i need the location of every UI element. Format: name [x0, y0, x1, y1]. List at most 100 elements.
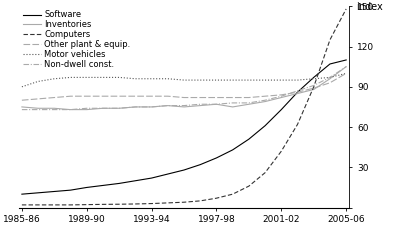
Non-dwell const.	[214, 103, 219, 106]
Computers	[182, 201, 187, 204]
Other plant & equip.	[117, 95, 121, 98]
Inventories	[166, 104, 170, 107]
Computers	[84, 203, 89, 206]
Computers	[166, 202, 170, 204]
Software	[84, 186, 89, 189]
Software	[52, 190, 57, 193]
Computers	[247, 185, 251, 188]
Motor vehicles	[263, 79, 268, 81]
Line: Non-dwell const.: Non-dwell const.	[22, 67, 346, 110]
Other plant & equip.	[166, 95, 170, 98]
Motor vehicles	[279, 79, 284, 81]
Line: Motor vehicles: Motor vehicles	[22, 73, 346, 87]
Motor vehicles	[344, 72, 349, 75]
Line: Software: Software	[22, 60, 346, 194]
Computers	[230, 193, 235, 195]
Computers	[19, 204, 24, 206]
Software	[36, 191, 40, 194]
Inventories	[295, 92, 300, 95]
Other plant & equip.	[198, 96, 202, 99]
Non-dwell const.	[295, 89, 300, 92]
Non-dwell const.	[36, 108, 40, 111]
Software	[214, 157, 219, 159]
Computers	[263, 171, 268, 174]
Other plant & equip.	[149, 95, 154, 98]
Software	[230, 148, 235, 151]
Other plant & equip.	[311, 87, 316, 89]
Inventories	[133, 106, 138, 108]
Non-dwell const.	[230, 101, 235, 104]
Non-dwell const.	[149, 106, 154, 108]
Software	[328, 63, 332, 65]
Inventories	[149, 106, 154, 108]
Non-dwell const.	[133, 106, 138, 108]
Other plant & equip.	[344, 72, 349, 75]
Software	[182, 169, 187, 171]
Motor vehicles	[230, 79, 235, 81]
Other plant & equip.	[328, 81, 332, 84]
Other plant & equip.	[247, 96, 251, 99]
Motor vehicles	[149, 77, 154, 80]
Motor vehicles	[19, 85, 24, 88]
Inventories	[279, 96, 284, 99]
Computers	[344, 7, 349, 10]
Non-dwell const.	[279, 95, 284, 98]
Motor vehicles	[36, 80, 40, 83]
Inventories	[68, 108, 73, 111]
Computers	[328, 38, 332, 41]
Software	[166, 173, 170, 175]
Software	[19, 193, 24, 195]
Inventories	[230, 106, 235, 108]
Motor vehicles	[247, 79, 251, 81]
Computers	[117, 203, 121, 206]
Software	[68, 189, 73, 192]
Inventories	[328, 77, 332, 80]
Other plant & equip.	[133, 95, 138, 98]
Other plant & equip.	[19, 99, 24, 101]
Other plant & equip.	[263, 95, 268, 98]
Inventories	[117, 107, 121, 110]
Other plant & equip.	[182, 96, 187, 99]
Other plant & equip.	[84, 95, 89, 98]
Legend: Software, Inventories, Computers, Other plant & equip., Motor vehicles, Non-dwel: Software, Inventories, Computers, Other …	[21, 9, 132, 70]
Y-axis label: index: index	[356, 2, 383, 12]
Software	[117, 182, 121, 185]
Non-dwell const.	[247, 101, 251, 104]
Motor vehicles	[328, 76, 332, 79]
Non-dwell const.	[263, 99, 268, 101]
Motor vehicles	[100, 76, 105, 79]
Inventories	[100, 107, 105, 110]
Non-dwell const.	[19, 108, 24, 111]
Computers	[279, 150, 284, 153]
Computers	[52, 204, 57, 206]
Software	[149, 177, 154, 179]
Software	[311, 76, 316, 79]
Motor vehicles	[68, 76, 73, 79]
Other plant & equip.	[68, 95, 73, 98]
Line: Other plant & equip.: Other plant & equip.	[22, 73, 346, 100]
Motor vehicles	[166, 77, 170, 80]
Non-dwell const.	[182, 104, 187, 107]
Non-dwell const.	[52, 108, 57, 111]
Motor vehicles	[52, 77, 57, 80]
Non-dwell const.	[117, 107, 121, 110]
Software	[295, 91, 300, 94]
Motor vehicles	[295, 79, 300, 81]
Inventories	[36, 107, 40, 110]
Other plant & equip.	[279, 94, 284, 96]
Other plant & equip.	[214, 96, 219, 99]
Inventories	[84, 108, 89, 111]
Inventories	[214, 103, 219, 106]
Motor vehicles	[84, 76, 89, 79]
Computers	[198, 200, 202, 202]
Non-dwell const.	[311, 84, 316, 87]
Inventories	[311, 88, 316, 91]
Computers	[214, 197, 219, 200]
Other plant & equip.	[230, 96, 235, 99]
Non-dwell const.	[100, 107, 105, 110]
Computers	[68, 204, 73, 206]
Software	[263, 124, 268, 127]
Inventories	[182, 106, 187, 108]
Motor vehicles	[133, 77, 138, 80]
Computers	[36, 204, 40, 206]
